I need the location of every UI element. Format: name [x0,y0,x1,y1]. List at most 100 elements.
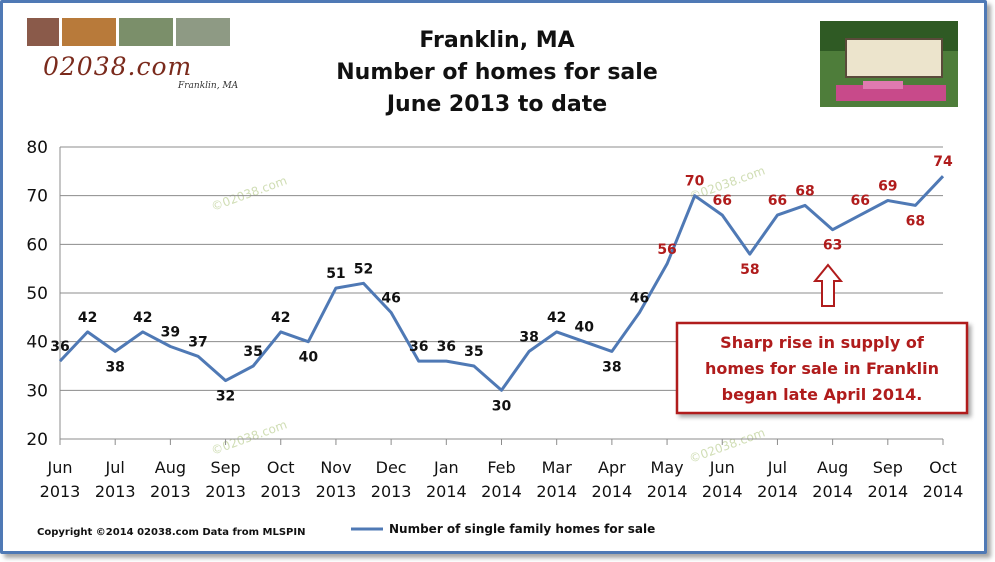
data-label: 46 [630,290,649,306]
data-label: 36 [437,339,456,355]
data-label: 68 [906,213,925,229]
x-tick-month: Mar [542,458,573,477]
data-labels: 36 42 38 42 39 37 32 35 42 40 51 52 46 36 36 35 30 38 42 40… [50,154,953,414]
x-tick-year: 2014 [923,482,964,501]
watermark: ©02038.com [209,173,289,213]
data-label: 30 [492,398,512,414]
data-label: 66 [713,193,732,209]
data-label: 38 [602,359,621,375]
series-line [58,175,945,392]
x-axis: Jun 2013 Jul 2013 Aug 2013 Sep 2013 Oct 2013 Nov 20… [40,439,964,501]
x-tick-month: Sep [873,458,903,477]
y-axis: 20 30 40 50 60 70 80 [26,138,48,450]
data-label: 51 [326,266,345,282]
x-tick-month: Aug [155,458,186,477]
chart-canvas: 02038.com Franklin, MA Franklin, MA Numb… [26,18,969,538]
copyright-credit: Copyright ©2014 02038.com Data from MLSP… [37,527,305,538]
annotation-box [675,321,969,415]
data-label: 74 [933,154,953,170]
x-tick-year: 2014 [757,482,798,501]
data-label: 58 [740,262,759,278]
x-tick-month: Jun [709,458,735,477]
logo-photo-3 [119,18,173,46]
x-tick-year: 2014 [426,482,467,501]
logo-photo-2 [62,18,116,46]
data-label: 36 [50,339,69,355]
x-tick-year: 2014 [812,482,853,501]
franklin-sign-photo [820,21,958,107]
x-tick-month: Apr [598,458,626,477]
data-label: 32 [216,389,235,405]
x-tick-month: Nov [320,458,351,477]
data-label: 70 [685,174,705,190]
x-tick-year: 2013 [260,482,301,501]
data-label: 42 [271,310,290,326]
data-label: 68 [795,183,814,199]
data-label: 52 [354,261,373,277]
x-tick-month: Feb [487,458,515,477]
data-label: 46 [381,290,400,306]
x-tick-year: 2013 [95,482,136,501]
annotation-callout: Sharp rise in supply of homes for sale i… [675,321,969,415]
data-label: 56 [657,242,676,258]
x-tick-year: 2014 [592,482,633,501]
annotation-line-2: homes for sale in Franklin [705,359,939,378]
x-tick-year: 2013 [371,482,412,501]
annotation-line-1: Sharp rise in supply of [720,333,925,352]
data-label: 42 [133,310,152,326]
x-tick-year: 2013 [205,482,246,501]
data-label: 40 [575,320,595,336]
x-tick-year: 2013 [40,482,81,501]
y-tick-label: 60 [26,235,48,255]
x-tick-month: Oct [929,458,957,477]
annotation-line-3: began late April 2014. [722,385,923,404]
series-line-group [58,175,945,392]
data-label: 37 [188,334,207,350]
data-label: 36 [409,339,428,355]
data-label: 38 [105,359,124,375]
x-tick-month: Jan [433,458,459,477]
data-label: 66 [850,193,869,209]
x-tick-month: Oct [267,458,295,477]
x-tick-month: Sep [210,458,240,477]
data-label: 63 [823,238,842,254]
data-label: 40 [299,350,319,366]
x-tick-month: Jul [105,458,125,477]
x-tick-year: 2013 [316,482,357,501]
x-tick-year: 2014 [647,482,688,501]
y-tick-label: 40 [26,333,48,353]
chart-title-line-3: June 2013 to date [385,92,607,117]
x-tick-month: Jun [47,458,73,477]
y-tick-label: 70 [26,187,48,207]
x-tick-month: Aug [817,458,848,477]
legend-label: Number of single family homes for sale [389,522,655,536]
data-label: 38 [519,329,538,345]
logo-subtext: Franklin, MA [177,81,239,91]
x-tick-year: 2014 [702,482,743,501]
data-label: 42 [78,310,97,326]
x-tick-month: Jul [767,458,787,477]
x-tick-month: May [651,458,684,477]
data-label: 69 [878,179,897,195]
x-tick-year: 2014 [536,482,577,501]
up-arrow-icon [812,263,844,307]
logo-photo-4 [176,18,230,46]
chart-title-line-2: Number of homes for sale [336,60,658,85]
data-label: 35 [243,344,262,360]
data-label: 42 [547,310,566,326]
data-label: 66 [768,193,787,209]
logo: 02038.com Franklin, MA [27,18,239,91]
watermark: ©02038.com [209,417,289,457]
x-tick-year: 2014 [481,482,522,501]
y-tick-label: 20 [26,430,48,450]
data-label: 39 [161,325,180,341]
y-tick-label: 30 [26,381,48,401]
legend: Number of single family homes for sale [351,522,655,536]
logo-text: 02038.com [43,52,192,81]
y-tick-label: 50 [26,284,48,304]
x-tick-year: 2013 [150,482,191,501]
x-tick-month: Dec [376,458,407,477]
chart-frame: 02038.com Franklin, MA Franklin, MA Numb… [0,0,987,554]
data-label: 35 [464,344,483,360]
chart-title-line-1: Franklin, MA [419,28,574,53]
